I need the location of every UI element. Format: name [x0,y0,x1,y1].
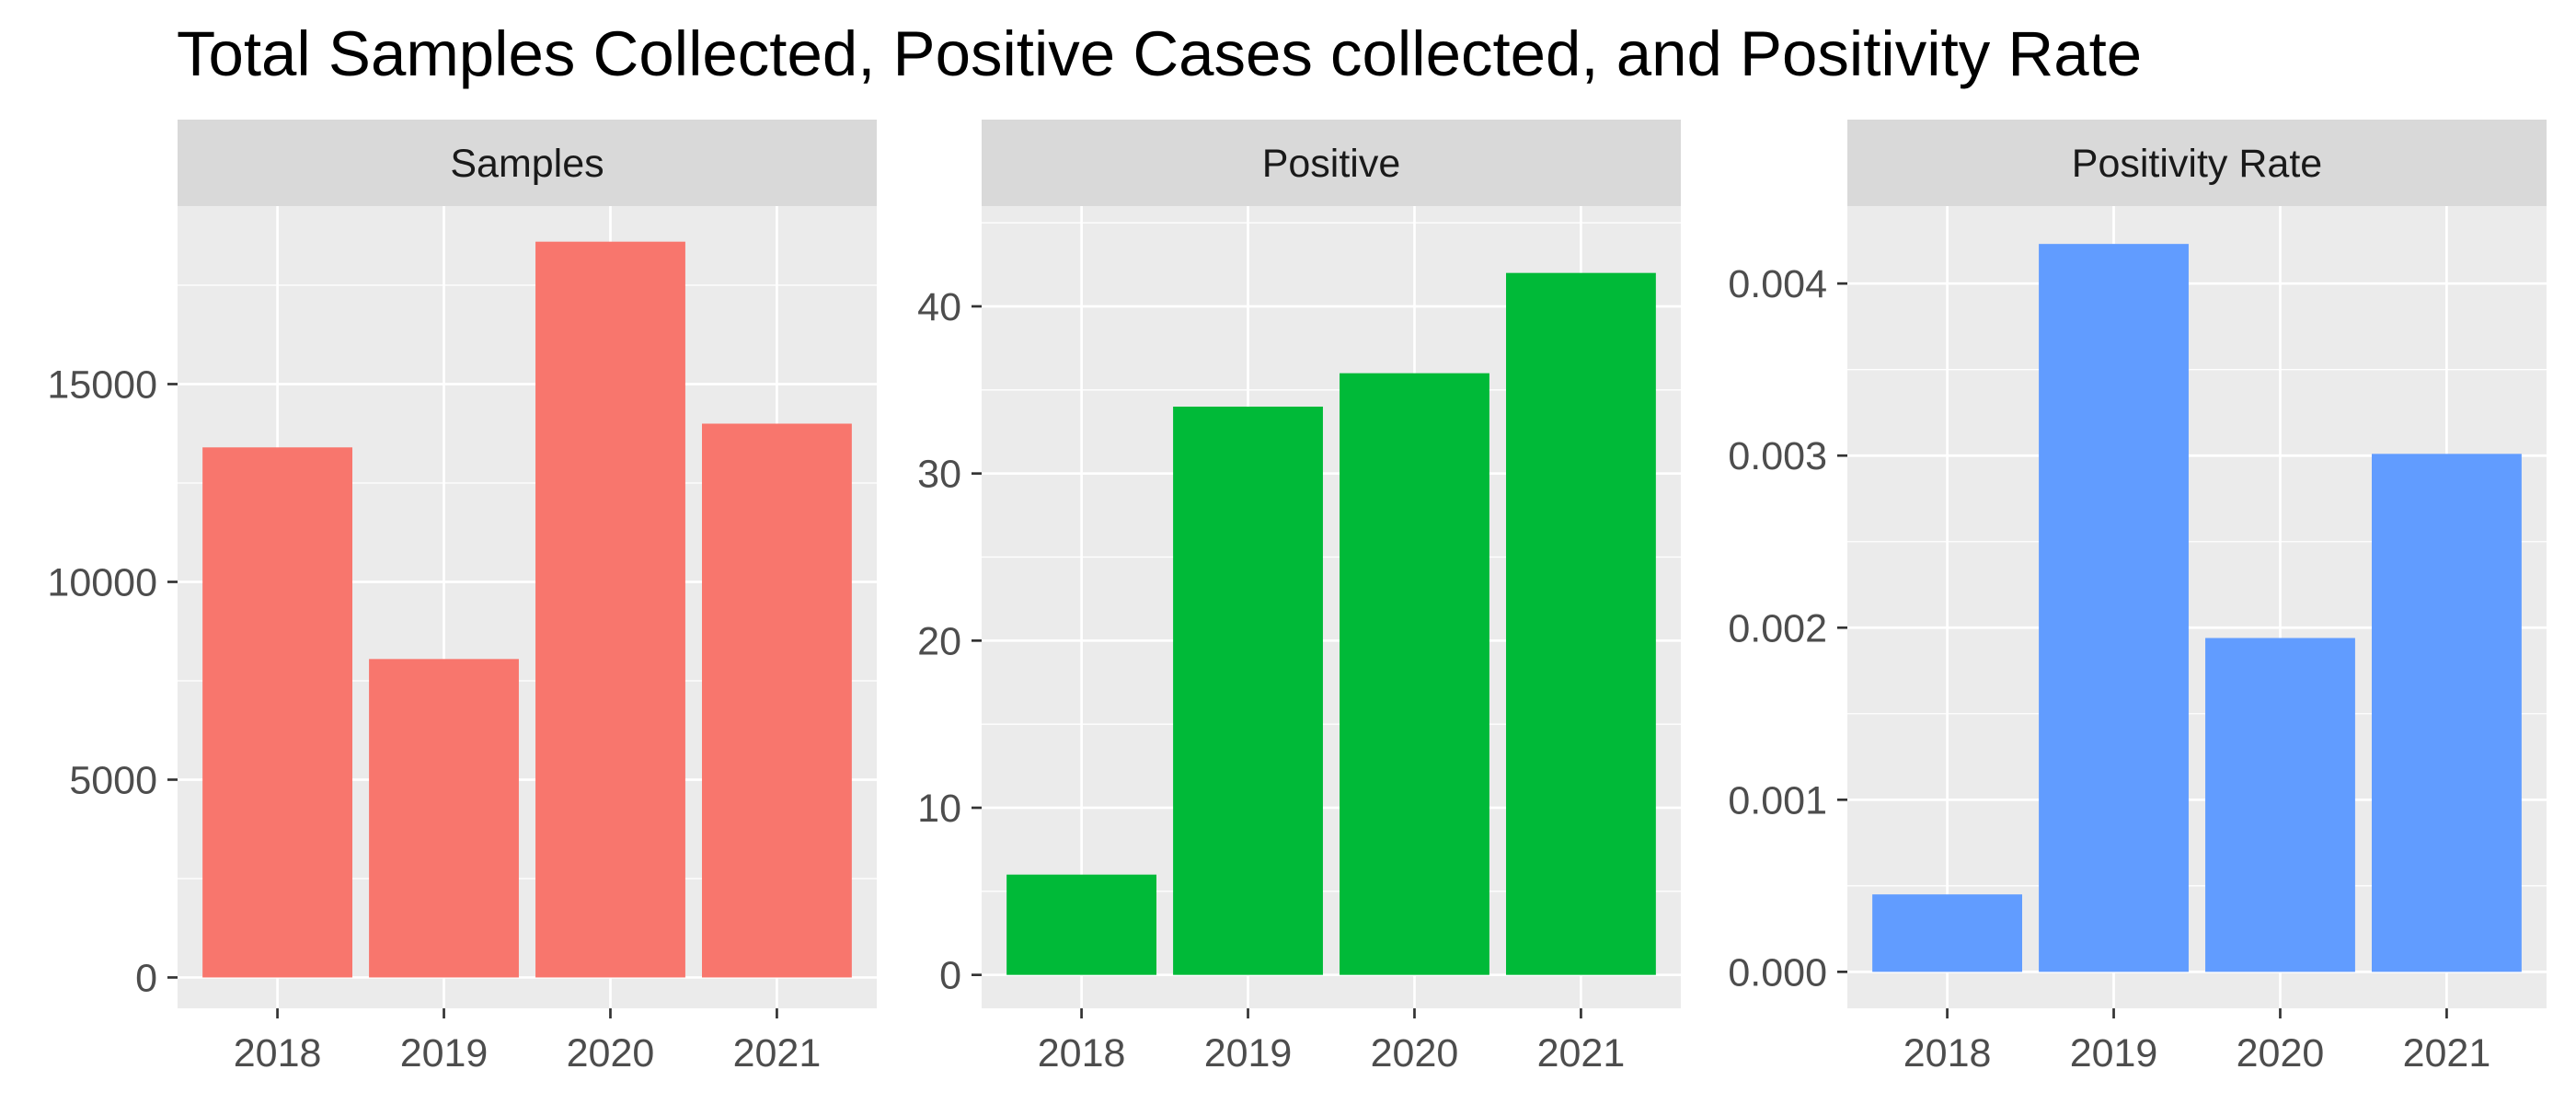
bar-positive-2018 [1006,874,1156,975]
bar-samples-2018 [202,447,352,978]
x-tick-label-positive: 2019 [1204,1031,1293,1075]
facet-strip-positivity-rate [1847,120,2547,206]
facet-strip-label-positive: Positive [1262,142,1401,186]
x-tick-label-positivity-rate: 2020 [2237,1031,2325,1075]
y-tick-label-positivity-rate: 0.004 [1728,262,1827,306]
bar-samples-2020 [535,241,685,978]
y-tick-label-positive: 0 [939,954,961,998]
y-tick-label-positivity-rate: 0.002 [1728,606,1827,650]
x-tick-label-samples: 2020 [567,1031,655,1075]
y-tick-label-positive: 20 [917,619,961,663]
x-tick-label-positive: 2018 [1038,1031,1126,1075]
facet-samples: Samples 0 5000 10000 15000 2018 2019 2020 2021 [47,120,877,1075]
bar-positive-2021 [1506,272,1656,975]
y-tick-label-samples: 0 [135,956,157,1000]
bar-positivity-rate-2018 [1872,894,2022,972]
x-tick-label-positivity-rate: 2021 [2403,1031,2491,1075]
y-tick-label-positive: 30 [917,453,961,497]
facet-strip-positive [982,120,1681,206]
x-tick-label-samples: 2021 [733,1031,822,1075]
x-tick-label-positivity-rate: 2019 [2070,1031,2158,1075]
bar-positivity-rate-2019 [2039,244,2189,972]
x-tick-label-positive: 2020 [1371,1031,1459,1075]
chart-title: Total Samples Collected, Positive Cases … [177,18,2142,89]
facet-positivity-rate: Positivity Rate 0.000 0.001 0.002 0.003 0.004… [1728,120,2547,1075]
y-tick-label-positivity-rate: 0.000 [1728,950,1827,995]
y-tick-label-positive: 10 [917,787,961,831]
bar-positive-2020 [1340,373,1489,975]
facet-strip-samples [178,120,877,206]
bar-samples-2019 [369,659,519,978]
x-tick-label-samples: 2018 [234,1031,322,1075]
bar-positive-2019 [1173,407,1323,975]
y-tick-label-samples: 15000 [47,362,157,407]
y-tick-label-positivity-rate: 0.001 [1728,778,1827,822]
bar-positivity-rate-2020 [2205,638,2355,972]
bar-samples-2021 [702,423,852,978]
x-tick-label-samples: 2019 [400,1031,489,1075]
y-tick-label-samples: 5000 [69,758,157,802]
x-tick-label-positive: 2021 [1537,1031,1626,1075]
facet-strip-label-positivity-rate: Positivity Rate [2072,142,2322,186]
y-tick-label-positive: 40 [917,285,961,329]
y-tick-label-positivity-rate: 0.003 [1728,434,1827,478]
facet-positive: Positive 0 10 20 30 40 2018 2019 2020 2021 [917,120,1681,1075]
facet-strip-label-samples: Samples [450,142,604,186]
y-tick-label-samples: 10000 [47,560,157,604]
x-tick-label-positivity-rate: 2018 [1903,1031,1992,1075]
bar-positivity-rate-2021 [2372,454,2522,972]
